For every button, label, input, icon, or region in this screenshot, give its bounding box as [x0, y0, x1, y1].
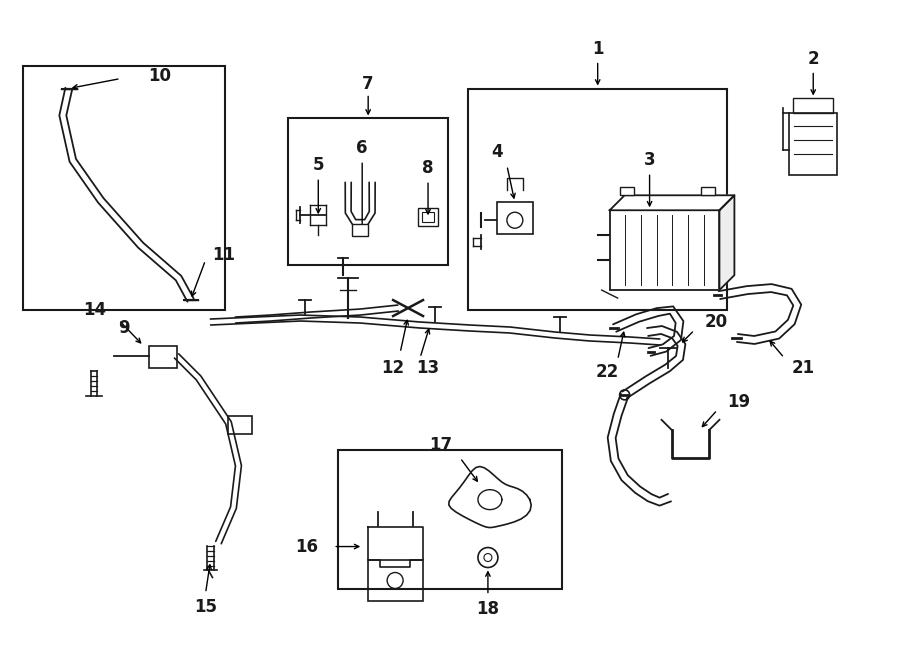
- Polygon shape: [719, 195, 734, 290]
- Bar: [793, 99, 833, 113]
- Text: 21: 21: [791, 359, 814, 377]
- Text: 11: 11: [212, 246, 236, 264]
- Text: 5: 5: [312, 156, 324, 174]
- Text: 10: 10: [148, 67, 172, 85]
- Bar: [468, 89, 727, 310]
- Text: 14: 14: [84, 301, 107, 319]
- Bar: [422, 213, 434, 222]
- Text: 18: 18: [476, 600, 500, 618]
- Bar: [22, 66, 226, 310]
- Text: 3: 3: [644, 152, 655, 169]
- Text: 4: 4: [491, 144, 503, 162]
- Text: 6: 6: [356, 140, 368, 158]
- Polygon shape: [368, 526, 423, 567]
- Text: 7: 7: [363, 75, 374, 93]
- Text: 19: 19: [727, 393, 751, 411]
- Bar: [701, 187, 716, 195]
- Text: 20: 20: [705, 313, 727, 331]
- Bar: [148, 346, 176, 368]
- Text: 15: 15: [194, 598, 217, 616]
- Text: 16: 16: [295, 538, 319, 555]
- Text: 2: 2: [807, 50, 819, 68]
- Text: 12: 12: [382, 359, 405, 377]
- Bar: [418, 209, 438, 226]
- Text: 1: 1: [592, 40, 603, 58]
- Text: 17: 17: [429, 436, 452, 453]
- Polygon shape: [609, 195, 734, 211]
- Bar: [497, 203, 533, 234]
- Bar: [609, 211, 719, 290]
- Bar: [368, 559, 423, 602]
- Bar: [229, 416, 252, 434]
- Bar: [619, 187, 634, 195]
- Bar: [338, 449, 562, 589]
- Text: 22: 22: [596, 363, 619, 381]
- Bar: [352, 224, 368, 236]
- Text: 13: 13: [417, 359, 439, 377]
- Bar: [789, 113, 837, 175]
- Bar: [288, 118, 448, 265]
- Text: 8: 8: [422, 160, 434, 177]
- Text: 9: 9: [118, 319, 130, 337]
